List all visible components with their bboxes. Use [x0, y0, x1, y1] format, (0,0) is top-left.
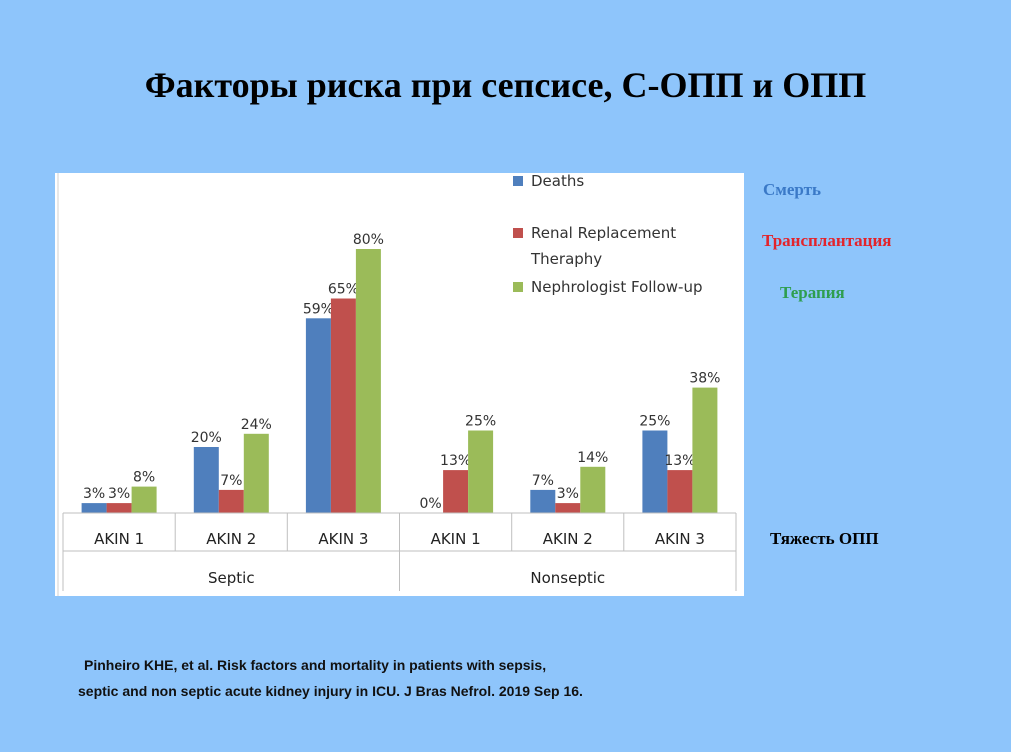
data-label: 13%: [440, 453, 471, 469]
citation-line-2: septic and non septic acute kidney injur…: [78, 683, 583, 699]
data-label: 25%: [639, 414, 670, 430]
data-label: 38%: [689, 371, 720, 387]
data-label: 3%: [83, 486, 105, 502]
severity-label: Тяжесть ОПП: [770, 529, 879, 548]
bar-renal-replacement-theraphy-0: [106, 503, 132, 513]
data-label: 0%: [419, 496, 441, 512]
category-label: AKIN 3: [318, 530, 368, 548]
chart-panel: 3% 3% 8% AKIN 1 20% 7% 24% AKIN 2 59% 65% 80% AKIN …: [55, 173, 744, 596]
bar-nephrologist-follow-up-3: [468, 430, 494, 513]
data-label: 24%: [241, 417, 272, 433]
data-label: 25%: [465, 414, 496, 430]
bar-nephrologist-follow-up-0: [131, 486, 157, 513]
bar-renal-replacement-theraphy-2: [330, 298, 356, 513]
bar-deaths-4: [530, 489, 556, 513]
data-label: 3%: [108, 486, 130, 502]
bar-deaths-5: [642, 430, 668, 513]
category-label: AKIN 1: [94, 530, 144, 548]
data-label: 14%: [577, 450, 608, 466]
bar-nephrologist-follow-up-5: [692, 387, 718, 513]
legend-entry: Renal Replacement: [531, 224, 676, 242]
translation-rrt: Трансплантация: [762, 231, 892, 250]
legend-entry: Deaths: [531, 173, 584, 190]
bar-chart: 3% 3%8%AKIN 120%7%24%AKIN 259%65%80%AKIN …: [57, 173, 737, 596]
data-label: 59%: [303, 301, 334, 317]
citation-line-1: Pinheiro KHE, et al. Risk factors and mo…: [84, 657, 547, 673]
bar-deaths-0: [81, 503, 107, 513]
legend-entry: Theraphy: [530, 250, 602, 268]
bar-renal-replacement-theraphy-4: [555, 503, 581, 513]
legend-swatch: [513, 228, 523, 238]
bar-nephrologist-follow-up-2: [355, 249, 381, 513]
bar-renal-replacement-theraphy-5: [667, 470, 693, 513]
data-label: 7%: [532, 473, 554, 489]
bar-deaths-2: [305, 318, 331, 513]
group-label: Septic: [208, 569, 255, 587]
data-label: 80%: [353, 232, 384, 248]
data-label: 20%: [191, 430, 222, 446]
category-label: AKIN 2: [543, 530, 593, 548]
bar-renal-replacement-theraphy-3: [443, 470, 469, 513]
legend-swatch: [513, 176, 523, 186]
bar-renal-replacement-theraphy-1: [218, 489, 244, 513]
data-label: 65%: [328, 282, 359, 298]
bar-nephrologist-follow-up-4: [580, 466, 606, 513]
data-label: 8%: [133, 470, 155, 486]
translation-followup: Терапия: [780, 283, 845, 302]
data-label: 3%: [557, 486, 579, 502]
category-label: AKIN 3: [655, 530, 705, 548]
legend-swatch: [513, 282, 523, 292]
data-label: 7%: [220, 473, 242, 489]
translation-deaths: Смерть: [763, 180, 821, 199]
group-label: Nonseptic: [530, 569, 605, 587]
legend-entry: Nephrologist Follow-up: [531, 278, 702, 296]
bar-deaths-1: [193, 447, 219, 513]
category-label: AKIN 1: [431, 530, 481, 548]
bar-nephrologist-follow-up-1: [243, 433, 269, 513]
data-label: 13%: [664, 453, 695, 469]
category-label: AKIN 2: [206, 530, 256, 548]
slide-title: Факторы риска при сепсисе, С-ОПП и ОПП: [144, 65, 867, 105]
